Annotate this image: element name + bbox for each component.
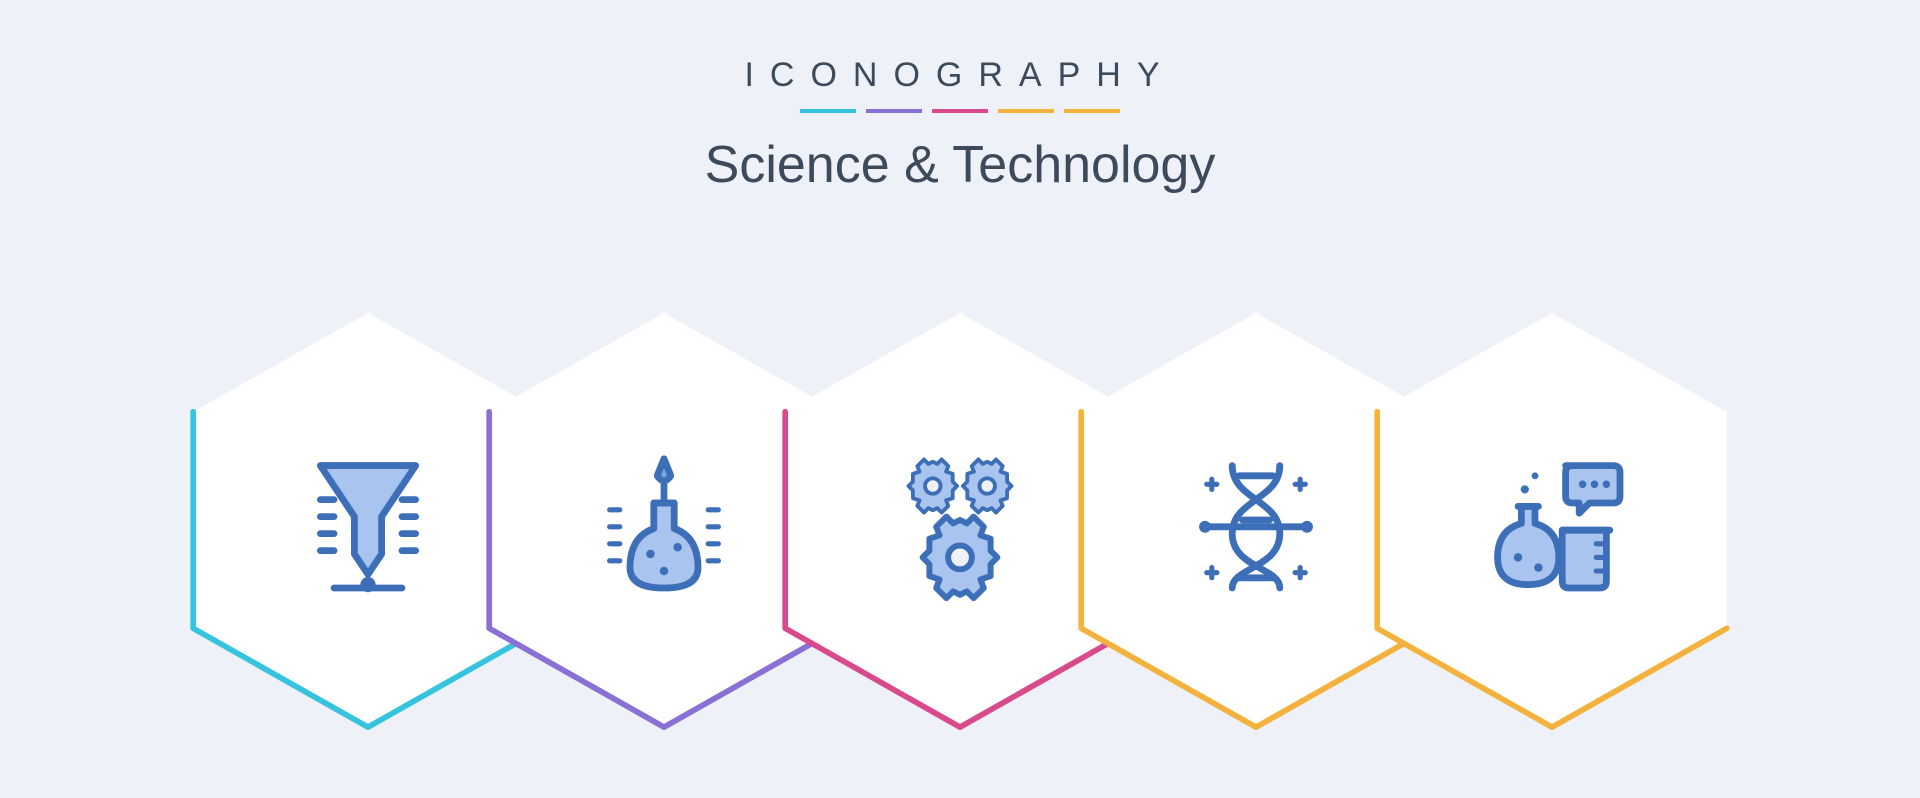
page-title: Science & Technology bbox=[0, 135, 1920, 195]
header: ICONOGRAPHY Science & Technology bbox=[0, 56, 1920, 195]
hex-card-4 bbox=[1362, 300, 1742, 740]
brand-text: ICONOGRAPHY bbox=[0, 56, 1920, 95]
divider-seg-1 bbox=[866, 109, 922, 113]
icon-row bbox=[0, 285, 1920, 755]
gears-icon bbox=[875, 435, 1045, 605]
divider-seg-4 bbox=[1064, 109, 1120, 113]
funnel-tornado-icon bbox=[283, 435, 453, 605]
divider-seg-2 bbox=[932, 109, 988, 113]
flask-beaker-chat-icon bbox=[1467, 435, 1637, 605]
flask-flame-icon bbox=[579, 435, 749, 605]
divider-seg-3 bbox=[998, 109, 1054, 113]
dna-icon bbox=[1171, 435, 1341, 605]
divider-seg-0 bbox=[800, 109, 856, 113]
brand-divider bbox=[790, 109, 1130, 113]
